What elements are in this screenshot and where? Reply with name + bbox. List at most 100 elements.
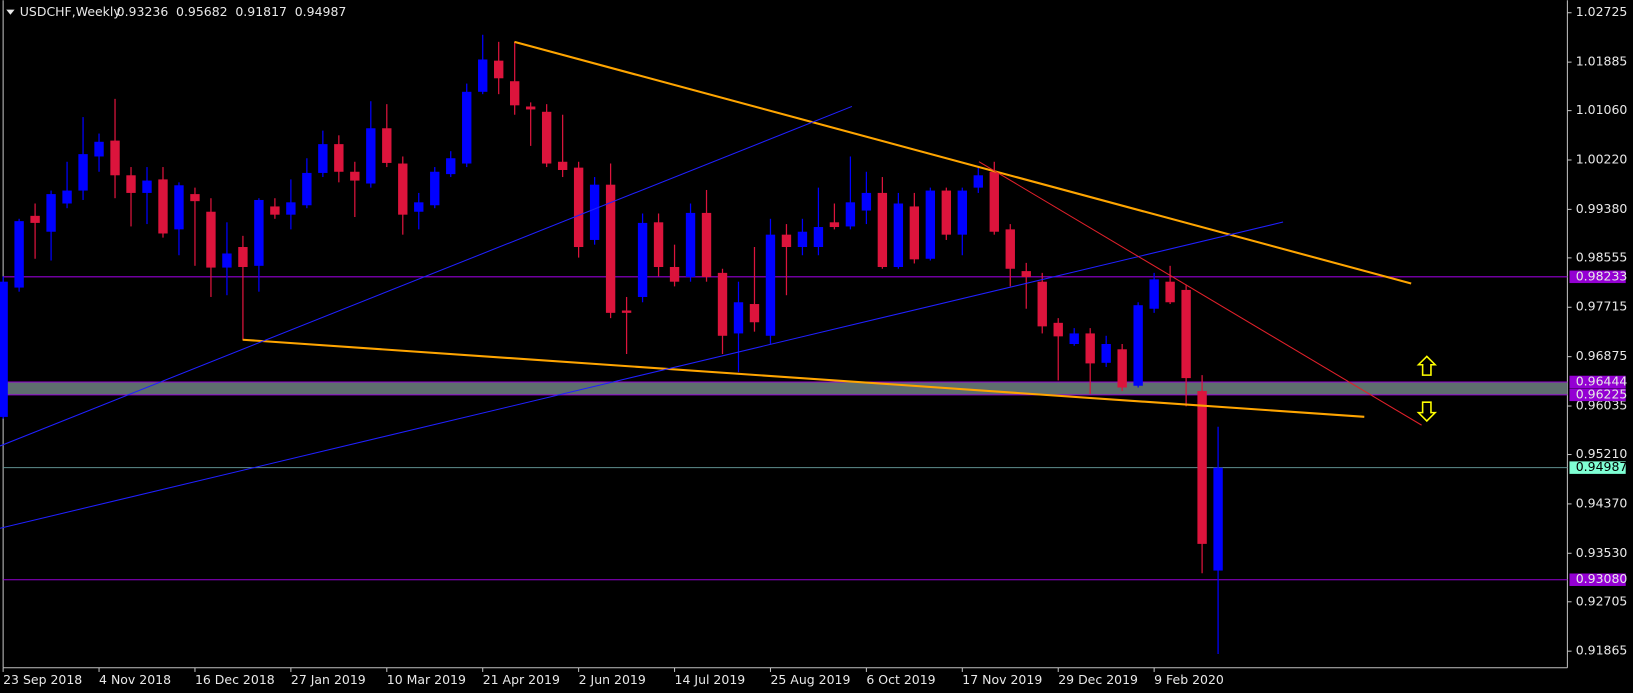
candle-body	[334, 144, 344, 172]
y-tick-label: 0.92705	[1576, 593, 1628, 608]
candle-body	[414, 202, 424, 212]
header-value: 0.95682	[176, 4, 228, 19]
candle-body	[318, 144, 328, 173]
x-tick-label: 17 Nov 2019	[962, 672, 1042, 687]
candle-body	[749, 304, 760, 323]
candle-body	[557, 161, 568, 170]
price-label-box	[1569, 573, 1626, 586]
candle-body	[430, 171, 440, 206]
candle-body	[398, 163, 408, 215]
candle-body	[30, 215, 40, 223]
price-label-box	[1569, 461, 1626, 474]
y-tick-label: 0.93530	[1576, 545, 1628, 560]
y-tick-label: 0.99380	[1576, 201, 1628, 216]
header-value: 0.93236	[117, 4, 169, 19]
candle-body	[110, 140, 120, 176]
candle-body	[893, 203, 904, 267]
candle-body	[94, 141, 104, 157]
y-tick-label: 0.97715	[1576, 299, 1628, 314]
y-tick-label: 1.02725	[1576, 4, 1628, 19]
x-tick-label: 23 Sep 2018	[3, 672, 82, 687]
y-tick-label: 0.95210	[1576, 446, 1628, 461]
candle-body	[270, 206, 280, 215]
candle-body	[909, 206, 920, 260]
candle-body	[1165, 281, 1175, 303]
candle-body	[366, 128, 376, 184]
candle-body	[669, 266, 680, 282]
candle-body	[861, 192, 872, 211]
x-tick-label: 9 Feb 2020	[1154, 672, 1224, 687]
y-tick-label: 0.91865	[1576, 643, 1628, 658]
candle-body	[494, 60, 504, 79]
candle-body	[797, 231, 808, 248]
candle-body	[653, 222, 664, 267]
candle-body	[621, 310, 632, 313]
header-toggle	[6, 9, 15, 15]
price-label: 0.96444	[1576, 373, 1628, 388]
candle-body	[254, 199, 264, 266]
header-value: 0.94987	[295, 4, 347, 19]
candle-body	[238, 247, 248, 267]
candle-body	[1133, 305, 1143, 386]
candle-body	[1181, 289, 1191, 379]
candle-body	[350, 171, 360, 181]
candle-body	[1069, 333, 1079, 345]
candle-body	[142, 180, 152, 193]
candle-body	[46, 194, 56, 232]
candle-body	[1005, 229, 1015, 269]
candle-body	[1117, 349, 1127, 388]
candle-body	[1021, 271, 1031, 277]
candle-body	[541, 111, 552, 164]
price-label: 0.98233	[1576, 268, 1628, 283]
x-tick-label: 2 Jun 2019	[579, 672, 646, 687]
x-tick-label: 27 Jan 2019	[291, 672, 366, 687]
y-tick-label: 1.01060	[1576, 102, 1628, 117]
candle-body	[1213, 467, 1223, 571]
candle-body	[206, 211, 216, 268]
price-label-box	[1569, 388, 1626, 402]
candle-body	[1197, 391, 1207, 544]
candle-body	[462, 91, 472, 164]
arrow-down	[1416, 401, 1438, 423]
candle-body	[989, 171, 999, 232]
chart-title: USDCHF,Weekly	[20, 4, 122, 19]
candle-body	[589, 184, 600, 240]
candle-body	[701, 212, 712, 277]
candle-body	[478, 59, 488, 92]
arrow-up	[1416, 355, 1438, 376]
candle-body	[781, 234, 792, 248]
candle-body	[637, 222, 648, 297]
y-tick-label: 1.00220	[1576, 152, 1628, 167]
candle-body	[158, 179, 168, 234]
candle-body	[925, 190, 936, 259]
candle-body	[525, 106, 536, 110]
zone	[3, 381, 1568, 395]
candle-body	[1085, 333, 1095, 364]
x-tick-label: 29 Dec 2019	[1058, 672, 1138, 687]
candle-body	[78, 154, 88, 191]
x-tick-label: 25 Aug 2019	[770, 672, 850, 687]
price-label-box	[1569, 375, 1626, 389]
candle-body	[845, 202, 856, 227]
candle-body	[222, 253, 232, 268]
candle-body	[14, 221, 24, 288]
x-tick-label: 4 Nov 2018	[99, 672, 171, 687]
candle-body	[941, 190, 952, 235]
candle-body	[174, 185, 184, 230]
y-tick-label: 0.98555	[1576, 249, 1628, 264]
trendlines	[0, 40, 1438, 529]
candle-body	[0, 281, 8, 417]
candle-body	[957, 190, 967, 235]
candle-body	[813, 227, 824, 248]
candle-body	[765, 234, 776, 336]
candle-body	[573, 167, 584, 248]
x-tick-label: 16 Dec 2018	[195, 672, 275, 687]
candle-body	[190, 194, 200, 202]
header-value: 0.91817	[235, 4, 287, 19]
x-tick-label: 10 Mar 2019	[387, 672, 466, 687]
candle-body	[1053, 322, 1063, 337]
price-label: 0.96225	[1576, 386, 1628, 401]
candle-body	[62, 190, 72, 204]
